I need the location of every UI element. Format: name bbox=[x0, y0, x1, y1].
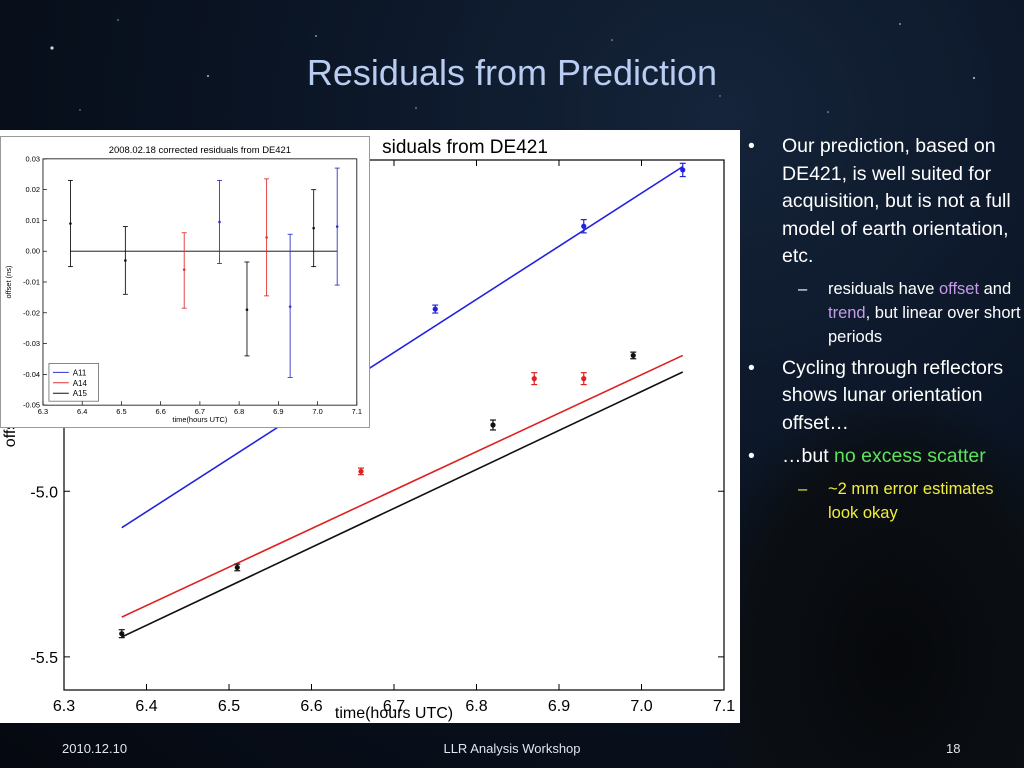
inset-data-point bbox=[182, 268, 186, 271]
inset-y-tick-label: 0.01 bbox=[26, 216, 40, 225]
tree-silhouette bbox=[700, 400, 1024, 768]
chart-title: siduals from DE421 bbox=[382, 137, 548, 158]
bullet-scatter: • …but no excess scatter bbox=[748, 445, 986, 467]
inset-x-tick-label: 6.6 bbox=[155, 407, 165, 416]
data-point bbox=[680, 167, 686, 173]
inset-y-tick-label: 0.03 bbox=[26, 154, 40, 163]
inset-x-axis-label: time(hours UTC) bbox=[172, 415, 227, 424]
inset-data-point bbox=[218, 220, 221, 224]
fit-line-0 bbox=[121, 165, 684, 529]
data-point bbox=[490, 422, 496, 428]
footer-event: LLR Analysis Workshop bbox=[443, 741, 581, 756]
legend-label-a15: A15 bbox=[73, 389, 88, 398]
x-tick-label: 6.4 bbox=[135, 698, 157, 715]
slide-title: Residuals from Prediction bbox=[306, 52, 718, 93]
inset-y-tick-label: -0.05 bbox=[23, 401, 40, 410]
y-tick-label: -5.5 bbox=[30, 650, 58, 667]
inset-data-point bbox=[288, 305, 292, 308]
inset-x-tick-label: 6.5 bbox=[116, 407, 126, 416]
inset-y-tick-label: -0.02 bbox=[23, 308, 40, 317]
inset-title: 2008.02.18 corrected residuals from DE42… bbox=[109, 144, 291, 155]
inset-y-tick-label: 0.00 bbox=[26, 247, 40, 256]
inset-data-point bbox=[312, 226, 315, 230]
inset-x-tick-label: 7.1 bbox=[352, 407, 362, 416]
data-point bbox=[581, 376, 587, 382]
x-tick-label: 7.1 bbox=[713, 698, 735, 715]
x-tick-label: 6.9 bbox=[548, 698, 570, 715]
inset-data-point bbox=[245, 308, 249, 311]
data-point bbox=[234, 564, 240, 571]
x-axis-label: time(hours UTC) bbox=[335, 705, 453, 722]
x-tick-label: 6.3 bbox=[53, 698, 75, 715]
bullet-list: • Our prediction, based on DE421, is wel… bbox=[748, 133, 1024, 531]
inset-x-tick-label: 6.3 bbox=[38, 407, 48, 416]
footer-date: 2010.12.10 bbox=[62, 741, 128, 756]
inset-data-point bbox=[335, 225, 339, 228]
sub-bullet-residuals: – residuals have offset and trend, but l… bbox=[798, 279, 1021, 346]
legend-label-a14: A14 bbox=[73, 379, 88, 388]
inset-data-point bbox=[265, 236, 268, 239]
corrected-residuals-inset-chart: 2008.02.18 corrected residuals from DE42… bbox=[0, 136, 370, 428]
inset-x-tick-label: 6.8 bbox=[234, 407, 244, 416]
x-tick-label: 6.8 bbox=[465, 698, 487, 715]
x-tick-label: 6.5 bbox=[218, 698, 240, 715]
data-point bbox=[358, 468, 364, 474]
inset-x-tick-label: 7.0 bbox=[312, 407, 322, 416]
data-point bbox=[630, 352, 636, 359]
trend-highlight: trend bbox=[828, 303, 866, 322]
footer-page-number: 18 bbox=[946, 741, 961, 756]
data-point bbox=[581, 223, 587, 229]
offset-highlight: offset bbox=[938, 279, 980, 298]
bullet-prediction: • Our prediction, based on DE421, is wel… bbox=[748, 135, 1011, 267]
no-excess-scatter-highlight: no excess scatter bbox=[834, 445, 986, 467]
data-point bbox=[531, 376, 537, 382]
fit-line-2 bbox=[121, 371, 684, 638]
sub-bullet-error-estimates: – ~2 mm error estimates look okay bbox=[798, 479, 994, 522]
inset-y-tick-label: 0.02 bbox=[26, 185, 40, 194]
x-tick-label: 6.7 bbox=[383, 698, 405, 715]
data-point bbox=[432, 306, 438, 312]
y-tick-label: -5.0 bbox=[30, 484, 58, 501]
x-tick-label: 7.0 bbox=[630, 698, 652, 715]
legend-label-a11: A11 bbox=[73, 368, 87, 377]
inset-y-axis-label: offset (ns) bbox=[4, 265, 13, 298]
inset-data-point bbox=[69, 222, 72, 225]
x-tick-label: 6.6 bbox=[300, 698, 322, 715]
inset-x-tick-label: 6.4 bbox=[77, 407, 87, 416]
inset-y-tick-label: -0.04 bbox=[23, 370, 40, 379]
inset-y-tick-label: -0.01 bbox=[23, 277, 40, 286]
data-point bbox=[119, 631, 125, 637]
inset-data-point bbox=[124, 259, 127, 262]
inset-x-tick-label: 6.7 bbox=[195, 407, 205, 416]
fit-line-1 bbox=[121, 354, 684, 618]
inset-y-tick-label: -0.03 bbox=[23, 339, 40, 348]
bullet-cycling: • Cycling through reflectors shows lunar… bbox=[748, 356, 1004, 434]
inset-x-tick-label: 6.9 bbox=[273, 407, 283, 416]
